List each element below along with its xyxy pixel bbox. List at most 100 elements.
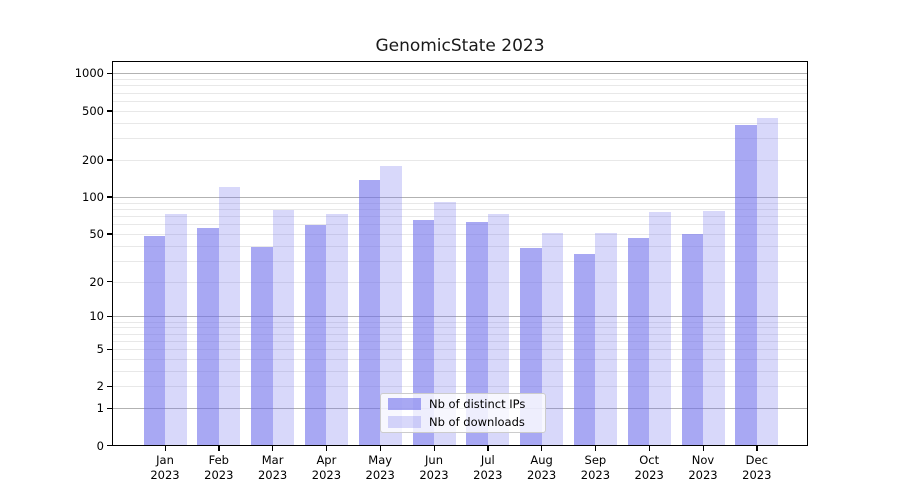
gridline-minor	[112, 327, 808, 329]
x-tick	[433, 445, 435, 451]
y-tick	[107, 445, 112, 447]
x-tick-label: Oct 2023	[617, 453, 681, 483]
bar-dec-downloads	[756, 117, 779, 446]
bar-dec-distinct-ips	[735, 125, 757, 446]
y-tick	[107, 348, 112, 350]
gridline-minor	[112, 138, 808, 140]
x-tick-label: May 2023	[348, 453, 412, 483]
gridline-minor	[112, 321, 808, 323]
bar-may-distinct-ips	[358, 180, 381, 446]
bar-apr-distinct-ips	[304, 225, 327, 446]
gridline-minor	[112, 349, 808, 350]
bar-jun-distinct-ips	[412, 219, 434, 446]
gridline-minor	[112, 245, 808, 247]
bar-jun-downloads	[434, 201, 456, 446]
gridline-minor	[112, 215, 808, 217]
gridline-minor	[112, 110, 808, 112]
x-tick-year: 2023	[688, 467, 718, 482]
x-tick-year: 2023	[311, 467, 342, 482]
x-tick	[594, 445, 597, 451]
y-tick-label: 2	[96, 379, 104, 394]
bar-sep-distinct-ips	[573, 254, 596, 446]
x-tick	[756, 445, 758, 451]
bar-feb-downloads	[218, 187, 241, 446]
bar-jul-distinct-ips	[466, 222, 488, 446]
y-tick	[107, 385, 112, 388]
bar-aug-downloads	[541, 232, 564, 446]
bar-apr-downloads	[326, 214, 348, 446]
gridline-minor	[112, 92, 808, 94]
y-tick	[107, 72, 112, 75]
y-tick	[107, 315, 112, 318]
chart-title: GenomicState 2023	[375, 36, 545, 56]
bar-jan-distinct-ips	[143, 235, 165, 446]
y-tick-label: 1	[96, 401, 104, 416]
x-tick	[702, 445, 704, 451]
x-tick-label: Dec 2023	[725, 453, 789, 483]
bar-jul-downloads	[487, 213, 510, 446]
y-tick-label: 500	[82, 103, 104, 118]
y-tick-label: 1000	[74, 66, 104, 81]
x-tick-label: Feb 2023	[187, 453, 251, 483]
bar-mar-distinct-ips	[251, 246, 273, 446]
y-tick	[107, 159, 112, 161]
y-tick-label: 5	[96, 342, 104, 356]
bar-mar-downloads	[272, 210, 295, 446]
x-tick	[272, 445, 274, 451]
bar-jan-downloads	[165, 214, 187, 446]
gridline-minor	[112, 208, 808, 210]
x-tick-label: Jul 2023	[456, 453, 520, 483]
gridline-minor	[112, 100, 808, 102]
x-tick-year: 2023	[742, 467, 772, 482]
bar-may-downloads	[380, 166, 402, 446]
bar-sep-downloads	[595, 232, 617, 446]
bar-feb-distinct-ips	[197, 227, 219, 446]
x-tick-year: 2023	[257, 467, 288, 482]
gridline-major	[112, 73, 808, 75]
gridline-minor	[112, 202, 808, 204]
x-tick-year: 2023	[634, 467, 664, 482]
bar-nov-downloads	[703, 210, 725, 446]
legend-label-distinct-ips: Nb of distinct IPs	[429, 397, 526, 412]
y-tick-label: 50	[89, 226, 104, 241]
y-tick	[107, 110, 112, 112]
gridline-minor	[112, 386, 808, 388]
y-tick-label: 0	[96, 438, 104, 453]
gridline-minor	[112, 370, 808, 372]
x-tick-year: 2023	[204, 467, 234, 482]
x-tick	[379, 445, 381, 451]
gridline-minor	[112, 85, 808, 87]
x-tick	[487, 445, 489, 451]
gridline-minor	[112, 333, 808, 335]
x-tick-label: Jun 2023	[402, 453, 466, 483]
legend-row: Nb of downloads	[388, 415, 538, 430]
x-tick	[541, 445, 543, 451]
x-tick-label: Apr 2023	[294, 453, 358, 483]
bar-oct-downloads	[649, 212, 671, 446]
legend-label-downloads: Nb of downloads	[429, 414, 525, 429]
x-tick-label: Sep 2023	[563, 453, 627, 483]
x-tick-year: 2023	[526, 467, 557, 482]
bar-oct-distinct-ips	[627, 238, 650, 446]
gridline-minor	[112, 122, 808, 124]
x-tick-year: 2023	[580, 467, 611, 482]
gridline-minor	[112, 281, 808, 283]
x-tick-label: Mar 2023	[241, 453, 305, 483]
gridline-minor	[112, 79, 808, 81]
x-tick-year: 2023	[473, 467, 503, 482]
legend: Nb of distinct IPs Nb of downloads	[380, 393, 546, 433]
gridline-major	[112, 316, 808, 318]
bar-nov-distinct-ips	[681, 233, 703, 446]
gridline-minor	[112, 159, 808, 161]
gridline-minor	[112, 260, 808, 262]
gridline-minor	[112, 358, 808, 360]
x-tick-year: 2023	[365, 467, 395, 482]
gridline-minor	[112, 340, 808, 342]
y-tick-label: 100	[82, 189, 104, 204]
y-tick-label: 200	[82, 152, 104, 167]
x-tick	[164, 445, 166, 451]
x-tick-year: 2023	[150, 467, 180, 482]
gridline-minor	[112, 224, 808, 226]
y-tick	[107, 407, 112, 409]
x-tick	[325, 445, 328, 451]
